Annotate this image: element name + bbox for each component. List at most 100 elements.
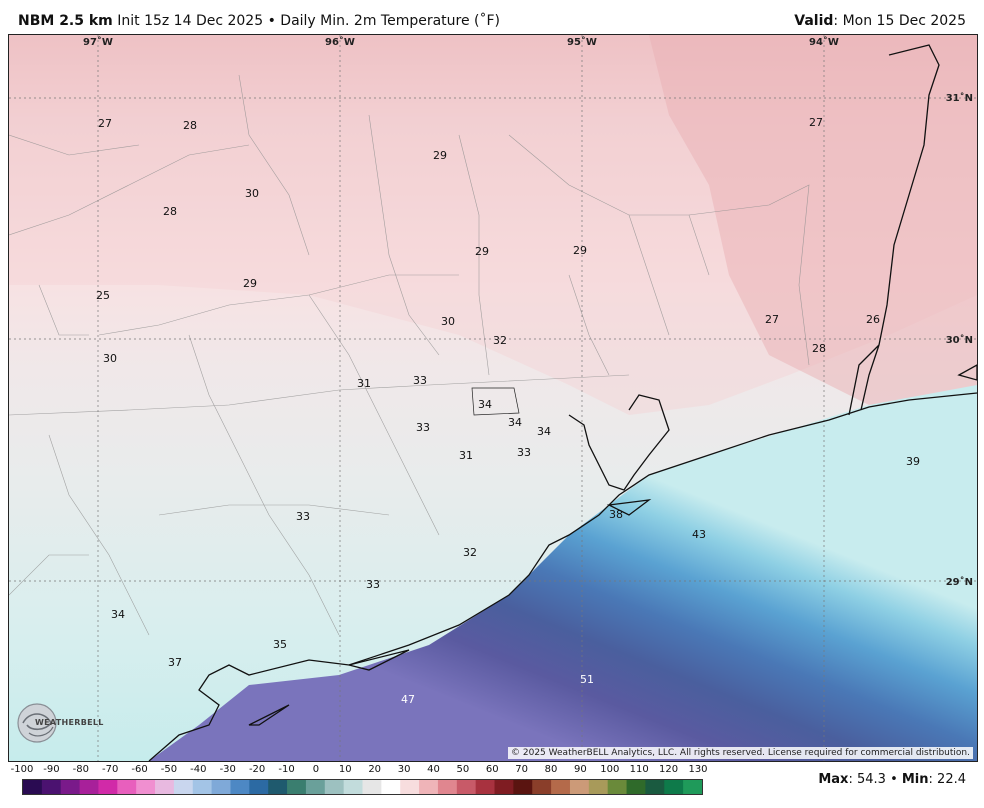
colorbar-tick-label: 100 <box>600 764 620 775</box>
point-temperature-value: 33 <box>517 446 531 459</box>
min-value: : 22.4 <box>928 772 966 787</box>
point-temperature-value: 27 <box>98 117 112 130</box>
colorbar-tick-label: 20 <box>368 764 382 775</box>
colorbar-swatch <box>192 780 213 794</box>
colorbar-swatch <box>607 780 628 794</box>
colorbar-swatch <box>494 780 514 794</box>
colorbar-swatch <box>117 780 137 794</box>
colorbar-tick-label: -50 <box>160 764 178 775</box>
colorbar-tick-label: 50 <box>456 764 470 775</box>
product-name: Daily Min. 2m Temperature (˚F) <box>280 13 501 29</box>
valid-time: Valid: Mon 15 Dec 2025 <box>794 13 966 29</box>
point-temperature-value: 25 <box>96 289 110 302</box>
colorbar-tick-label: -70 <box>102 764 119 775</box>
point-temperature-value: 34 <box>508 416 522 429</box>
colorbar-swatch <box>419 780 439 794</box>
colorbar-swatch <box>362 780 382 794</box>
point-temperature-value: 51 <box>580 673 594 686</box>
map-canvas: 97˚W 96˚W 95˚W 94˚W 31˚N 30˚N 29˚N 27 28 29 30 28 29… <box>9 35 977 761</box>
colorbar-swatch <box>588 780 609 794</box>
point-temperature-value: 33 <box>416 421 430 434</box>
point-temperature-value: 30 <box>441 315 455 328</box>
point-temperature-value: 33 <box>366 578 380 591</box>
point-temperature-value: 29 <box>573 244 587 257</box>
point-temperature-value: 29 <box>243 277 257 290</box>
point-temperature-value: 34 <box>478 398 492 411</box>
colorbar-tick-label: -10 <box>278 764 295 775</box>
colorbar-swatch <box>173 780 194 794</box>
point-temperature-value: 28 <box>163 205 177 218</box>
colorbar-swatch <box>155 780 175 794</box>
point-temperature-value: 28 <box>812 342 826 355</box>
point-temperature-value: 29 <box>433 149 447 162</box>
min-label: Min <box>901 772 929 787</box>
cold-east-shade <box>649 35 977 415</box>
init-time: Init 15z 14 Dec 2025 <box>117 13 264 29</box>
longitude-label: 94˚W <box>809 36 839 48</box>
colorbar-swatch <box>456 780 477 794</box>
colorbar-swatch <box>513 780 533 794</box>
point-temperature-value: 30 <box>245 187 259 200</box>
colorbar-swatch <box>268 780 288 794</box>
model-name: NBM 2.5 km <box>18 13 113 29</box>
colorbar-swatch <box>664 780 684 794</box>
max-min-readout: Max: 54.3 • Min: 22.4 <box>818 772 966 787</box>
point-temperature-value: 38 <box>609 508 623 521</box>
colorbar-tick-label: 10 <box>338 764 352 775</box>
city-outline <box>471 387 520 416</box>
point-temperature-value: 31 <box>459 449 473 462</box>
point-temperature-value: 26 <box>866 313 880 326</box>
colorbar-tick-label: 110 <box>629 764 649 775</box>
weatherbell-logo: WEATHERBELL <box>15 701 103 745</box>
logo-wordmark: WEATHERBELL <box>35 718 104 727</box>
temperature-map: 97˚W 96˚W 95˚W 94˚W 31˚N 30˚N 29˚N 27 28 29 30 28 29… <box>8 34 978 762</box>
colorbar-swatch <box>626 780 647 794</box>
colorbar-tick-label: 40 <box>427 764 440 775</box>
colorbar-tick-label: -20 <box>248 764 266 775</box>
copyright-notice: © 2025 WeatherBELL Analytics, LLC. All r… <box>508 747 973 759</box>
colorbar-tick-label: 0 <box>312 764 320 775</box>
point-temperature-value: 32 <box>463 546 477 559</box>
graticule <box>9 35 977 761</box>
colorbar-swatch <box>287 780 307 794</box>
colorbar-swatch <box>551 780 571 794</box>
gulf-water-field <box>149 385 977 761</box>
colorbar-swatch <box>324 780 345 794</box>
colorbar-tick-label: -60 <box>131 764 148 775</box>
point-temperature-value: 33 <box>413 374 427 387</box>
latitude-label: 30˚N <box>946 334 973 346</box>
product-title: NBM 2.5 km Init 15z 14 Dec 2025 • Daily … <box>18 13 500 29</box>
colorbar-tick-label: 90 <box>574 764 587 775</box>
colorbar-tick-label: -80 <box>72 764 89 775</box>
colorbar-tick-label: -90 <box>43 764 60 775</box>
colorbar-swatch <box>569 780 590 794</box>
logo-swirl-icon <box>17 703 57 743</box>
longitude-label: 97˚W <box>83 36 113 48</box>
latitude-label: 29˚N <box>946 576 973 588</box>
point-temperature-value: 32 <box>493 334 507 347</box>
point-temperature-value: 47 <box>401 693 415 706</box>
point-temperature-value: 33 <box>296 510 310 523</box>
colorbar-swatch <box>60 780 81 794</box>
colorbar-swatch <box>23 780 43 794</box>
colorbar-swatch <box>211 780 232 794</box>
valid-label: Valid <box>794 13 834 29</box>
colorbar-swatch <box>230 780 250 794</box>
max-label: Max <box>818 772 849 787</box>
colorbar-tick-label: 30 <box>397 764 411 775</box>
coastline <box>148 44 977 761</box>
colorbar-tick-label: 60 <box>485 764 499 775</box>
colorbar-swatch <box>41 780 62 794</box>
colorbar-swatch <box>98 780 118 794</box>
point-temperature-value: 34 <box>537 425 551 438</box>
colorbar-swatch <box>249 780 269 794</box>
point-temperature-value: 34 <box>111 608 125 621</box>
longitude-label: 95˚W <box>567 36 597 48</box>
colorbar-swatch <box>400 780 420 794</box>
colorbar-swatch <box>305 780 326 794</box>
point-temperature-value: 31 <box>357 377 371 390</box>
colorbar-tick-label: 70 <box>515 764 529 775</box>
max-value: : 54.3 <box>848 772 886 787</box>
point-temperature-value: 27 <box>809 116 823 129</box>
colorbar-tick-labels: -100 -90 -80 -70 -60 -50 -40 -30 -20 -10 0 10 20 30 40… <box>0 764 740 778</box>
